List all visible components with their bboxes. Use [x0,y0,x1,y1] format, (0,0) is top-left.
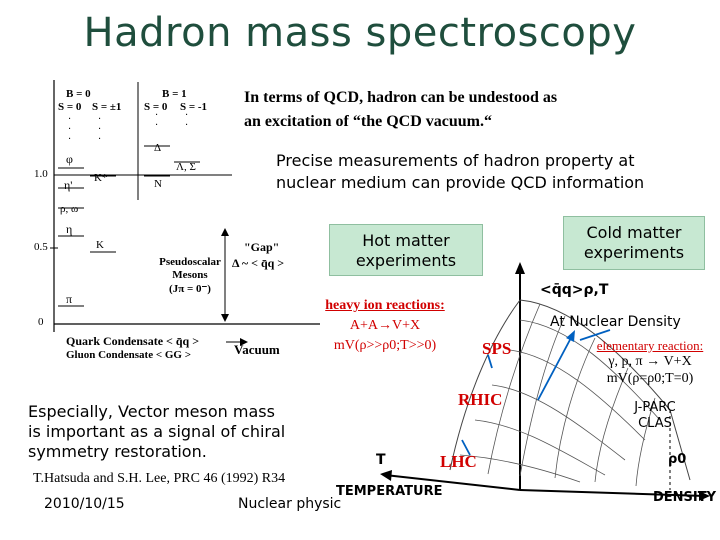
heavy-ion-line-3: mV(ρ>>ρ0;T>>0) [333,338,437,353]
precise-line-1: Precise measurements of hadron property … [276,151,635,170]
label-delta: Δ [154,142,162,154]
footer-title: Nuclear physics [238,496,342,512]
label-k: K [96,239,104,251]
svg-text:·: · [98,124,101,135]
svg-text:·: · [68,114,71,125]
label-jpc: (Jπ = 0⁻) [169,283,211,295]
hadron-spectrum-figure: · · · · · · · · · · [50,80,320,346]
vector-line-1: Especially, Vector meson mass [28,402,275,421]
svg-text:·: · [185,110,188,121]
vector-line-2: is important as a signal of chiral [28,422,286,441]
label-mesons: Mesons [172,269,208,281]
precise-line-2: nuclear medium can provide QCD informati… [276,173,645,192]
label-s0-meson: S = 0 [58,101,82,113]
cold-matter-line-2: experiments [583,243,685,262]
svg-text:·: · [155,120,158,131]
svg-text:·: · [155,110,158,121]
phase-diagram-figure [380,262,710,501]
label-pi: π [66,292,73,306]
clas-label: CLAS [638,416,672,431]
axis-label-0-5: 0.5 [34,241,48,253]
phase-ylabel: <q̄q>ρ,T [540,282,609,298]
label-b0: B = 0 [66,88,91,100]
label-sps: SPS [482,339,512,358]
label-quark-condensate: Quark Condensate < q̄q > [66,334,200,348]
label-temperature: TEMPERATURE [336,484,443,499]
label-eta: η [66,222,73,236]
label-density: DENSITY [653,490,717,505]
svg-text:·: · [68,134,71,145]
label-lhc: LHC [440,452,477,471]
label-etap: η' [64,178,73,192]
svg-text:·: · [98,114,101,125]
footer-title-text: Nuclear physics [238,496,342,512]
vector-line-3: symmetry restoration. [28,442,207,461]
axis-label-1-0: 1.0 [34,168,48,180]
heavy-ion-title: heavy ion reactions: [300,298,470,314]
intro-line-2: an excitation of “the QCD vacuum.“ [244,113,492,130]
label-lambda-sigma: Λ, Σ [176,161,196,173]
svg-text:·: · [185,120,188,131]
label-rhic: RHIC [458,390,503,409]
axis-label-0: 0 [38,316,44,328]
heavy-ion-line-2: A+A→V+X [349,318,421,333]
label-rho-omega: ρ, ω [60,203,79,215]
svg-text:·: · [68,124,71,135]
label-s1-meson: S = ±1 [92,101,122,113]
label-gluon-condensate: Gluon Condensate < GG > [66,349,192,361]
jparc-label: J-PARC [634,400,676,415]
label-kstar: K* [94,172,108,184]
at-nuclear-density: At Nuclear Density [550,314,681,330]
label-pseudoscalar: Pseudoscalar [159,256,221,268]
label-sm1-baryon: S = -1 [180,101,208,113]
reference-text: T.Hatsuda and S.H. Lee, PRC 46 (1992) R3… [33,471,286,486]
label-n: N [154,178,162,190]
label-gap-formula: Δ ~ < q̄q > [232,256,285,270]
elementary-line-2: γ, p, π → V+X [608,354,692,369]
footer-date: 2010/10/15 [44,496,125,512]
elementary-title: elementary reaction: [580,338,720,354]
svg-text:·: · [98,134,101,145]
label-s0-baryon: S = 0 [144,101,168,113]
label-vacuum: Vacuum [234,342,280,357]
elementary-line-3: mV(ρ=ρ0;T=0) [606,371,694,386]
cold-matter-line-1: Cold matter [586,223,682,242]
hot-matter-line-2: experiments [355,251,457,270]
label-gap: "Gap" [244,240,280,254]
cold-matter-box: Cold matter experiments [563,216,705,270]
slide-title: Hadron mass spectroscopy [83,10,637,56]
label-phi: φ [66,152,73,166]
hot-matter-box: Hot matter experiments [329,224,483,276]
heavy-ion-line-1: heavy ion reactions: [325,298,445,313]
intro-line-1: In terms of QCD, hadron can be undestood… [244,89,558,106]
hot-matter-line-1: Hot matter [362,231,450,250]
label-b1: B = 1 [162,88,187,100]
elementary-line-1: elementary reaction: [596,338,704,353]
label-rho0: ρ0 [668,452,687,467]
label-t: T [376,452,386,468]
